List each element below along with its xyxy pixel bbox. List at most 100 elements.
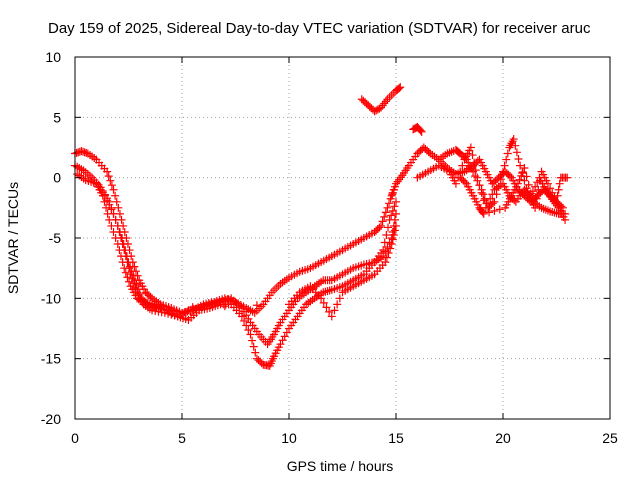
data-point: [118, 258, 127, 267]
data-point: [510, 196, 519, 205]
data-point: [475, 181, 484, 190]
data-point: [248, 336, 257, 345]
data-point: [468, 151, 477, 160]
data-point: [390, 202, 399, 211]
data-point: [102, 203, 111, 212]
data-point: [458, 161, 467, 170]
data-point: [555, 179, 564, 188]
data-point: [386, 244, 395, 253]
data-point: [381, 208, 390, 217]
x-tick-label: 15: [388, 430, 404, 446]
data-point: [240, 316, 249, 325]
series-track-d: [92, 179, 400, 321]
data-point: [492, 190, 501, 199]
data-point: [123, 273, 132, 282]
data-point: [322, 303, 331, 312]
data-point: [244, 326, 253, 335]
data-point: [394, 84, 403, 93]
data-point: [502, 155, 511, 164]
series-track-g: [409, 122, 426, 136]
data-point: [98, 191, 107, 200]
data-point: [485, 208, 494, 217]
data-point: [327, 312, 336, 321]
x-tick-label: 25: [602, 430, 618, 446]
data-point: [494, 182, 503, 191]
data-point: [252, 301, 261, 310]
data-point: [387, 211, 396, 220]
y-tick-label: -5: [49, 230, 62, 246]
y-tick-label: 0: [53, 170, 61, 186]
x-axis-ticks: 0 5 10 15 20 25: [71, 57, 618, 446]
data-point: [520, 164, 529, 173]
data-point: [526, 189, 535, 198]
y-tick-label: 5: [53, 109, 61, 125]
data-point: [471, 172, 480, 181]
data-point: [242, 311, 251, 320]
data-point: [382, 230, 391, 239]
data-point: [473, 176, 482, 185]
data-point: [499, 167, 507, 176]
data-point: [106, 176, 115, 185]
data-point: [480, 194, 489, 203]
data-point: [278, 336, 287, 345]
series-track-j: [456, 164, 570, 218]
data-point: [109, 227, 118, 236]
data-point: [387, 240, 396, 249]
data-point: [461, 154, 470, 163]
data-point: [112, 197, 121, 206]
data-point: [237, 312, 246, 321]
x-tick-label: 5: [178, 430, 186, 446]
y-tick-label: -10: [41, 290, 61, 306]
data-point: [325, 286, 334, 295]
data-point: [188, 303, 197, 312]
data-point: [552, 197, 561, 206]
x-tick-label: 0: [71, 430, 79, 446]
data-point: [390, 226, 399, 235]
data-point: [516, 161, 525, 170]
data-point: [520, 176, 529, 185]
data-point: [270, 286, 279, 295]
data-point: [330, 306, 339, 315]
data-point: [274, 281, 283, 290]
data-point: [109, 185, 118, 194]
data-point: [257, 302, 266, 311]
data-point: [385, 215, 394, 224]
data-point: [550, 208, 559, 217]
data-point: [380, 212, 389, 221]
data-point: [546, 184, 555, 193]
data-point: [377, 221, 386, 230]
data-point: [111, 191, 120, 200]
data-point: [385, 93, 394, 102]
data-point: [325, 307, 334, 316]
series-track-b: [71, 161, 400, 349]
data-point: [129, 271, 138, 280]
chart-title: Day 159 of 2025, Sidereal Day-to-day VTE…: [48, 20, 591, 37]
data-point: [477, 185, 486, 194]
y-axis-ticks: -20 -15 -10 -5 0 5 10: [41, 49, 610, 427]
data-point: [272, 284, 281, 293]
data-point: [515, 175, 524, 184]
data-point: [125, 277, 134, 286]
data-point: [104, 172, 113, 181]
data-point: [107, 205, 116, 214]
data-point: [246, 330, 255, 339]
data-point: [469, 167, 478, 176]
data-point: [335, 294, 344, 303]
data-point: [385, 199, 394, 208]
data-point: [479, 209, 488, 218]
y-tick-label: 10: [45, 49, 61, 65]
data-point: [321, 287, 330, 296]
data-point: [107, 221, 116, 230]
data-point: [103, 167, 112, 176]
data-point: [114, 203, 123, 212]
data-point: [388, 235, 397, 244]
data-point: [395, 84, 404, 93]
data-point: [382, 253, 391, 262]
data-point: [121, 268, 130, 277]
data-point: [319, 298, 328, 307]
data-point: [113, 240, 122, 249]
data-point: [383, 223, 392, 232]
y-tick-label: -20: [41, 411, 61, 427]
data-point: [378, 217, 387, 226]
data-point: [496, 175, 505, 184]
